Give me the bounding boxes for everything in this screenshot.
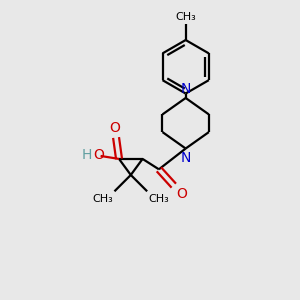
Text: CH₃: CH₃ xyxy=(92,194,113,204)
Text: O: O xyxy=(109,121,120,135)
Text: O: O xyxy=(177,187,188,201)
Text: O: O xyxy=(94,148,105,162)
Text: N: N xyxy=(181,151,191,165)
Text: N: N xyxy=(181,82,191,96)
Text: H: H xyxy=(82,148,92,162)
Text: CH₃: CH₃ xyxy=(175,12,196,22)
Text: CH₃: CH₃ xyxy=(148,194,170,204)
